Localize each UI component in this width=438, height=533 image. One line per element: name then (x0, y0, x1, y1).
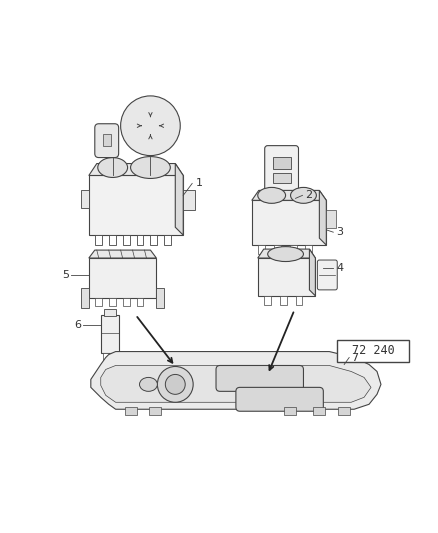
Bar (109, 298, 116, 306)
FancyBboxPatch shape (236, 387, 323, 411)
Polygon shape (252, 190, 326, 200)
Text: 72 240: 72 240 (352, 344, 394, 357)
Text: 1: 1 (196, 179, 203, 189)
Bar (81, 190, 89, 208)
Ellipse shape (98, 158, 127, 177)
Text: 5: 5 (62, 270, 69, 280)
Bar (156, 288, 164, 308)
Ellipse shape (290, 188, 316, 203)
Bar (252, 200, 326, 245)
Text: 3: 3 (336, 227, 343, 237)
Bar (264, 296, 271, 305)
Polygon shape (319, 190, 326, 245)
Bar (338, 407, 350, 415)
Bar (111, 352, 117, 360)
Bar (124, 407, 137, 415)
Ellipse shape (258, 188, 286, 203)
Text: 4: 4 (336, 263, 343, 273)
Ellipse shape (268, 247, 304, 262)
Text: 7: 7 (351, 352, 358, 362)
Polygon shape (309, 249, 315, 296)
Bar (279, 296, 286, 305)
Bar (273, 157, 290, 168)
Bar (258, 258, 315, 296)
Bar (123, 235, 130, 245)
Polygon shape (258, 249, 315, 258)
Bar (123, 298, 130, 306)
Bar (150, 235, 157, 245)
Bar (273, 173, 290, 183)
Bar (149, 407, 161, 415)
Ellipse shape (140, 377, 157, 391)
Text: 6: 6 (74, 320, 81, 330)
Bar (101, 315, 119, 352)
Bar (95, 298, 102, 306)
FancyBboxPatch shape (95, 124, 119, 158)
Bar (164, 235, 171, 245)
Circle shape (165, 375, 185, 394)
Bar (104, 309, 116, 316)
Bar (95, 235, 102, 245)
Bar (183, 190, 195, 211)
Polygon shape (89, 164, 183, 175)
Bar (109, 235, 116, 245)
Bar (89, 175, 183, 235)
Polygon shape (101, 366, 371, 402)
Bar (314, 407, 325, 415)
FancyBboxPatch shape (265, 146, 298, 197)
FancyBboxPatch shape (216, 366, 304, 391)
Bar (296, 296, 303, 305)
Polygon shape (91, 352, 381, 409)
Text: 2: 2 (305, 190, 313, 200)
Bar (103, 352, 109, 360)
Bar (103, 134, 111, 146)
Bar (283, 407, 296, 415)
Bar (274, 245, 281, 254)
Ellipse shape (131, 157, 170, 179)
Polygon shape (175, 164, 183, 235)
Bar (326, 211, 336, 228)
Bar (337, 340, 409, 361)
FancyBboxPatch shape (318, 260, 337, 290)
Bar (81, 288, 89, 308)
Bar (290, 245, 297, 254)
Bar (305, 245, 312, 254)
Polygon shape (89, 250, 156, 258)
Circle shape (157, 367, 193, 402)
Bar (258, 245, 265, 254)
Bar (137, 235, 144, 245)
Bar (89, 258, 156, 298)
Circle shape (120, 96, 180, 156)
Bar (137, 298, 144, 306)
